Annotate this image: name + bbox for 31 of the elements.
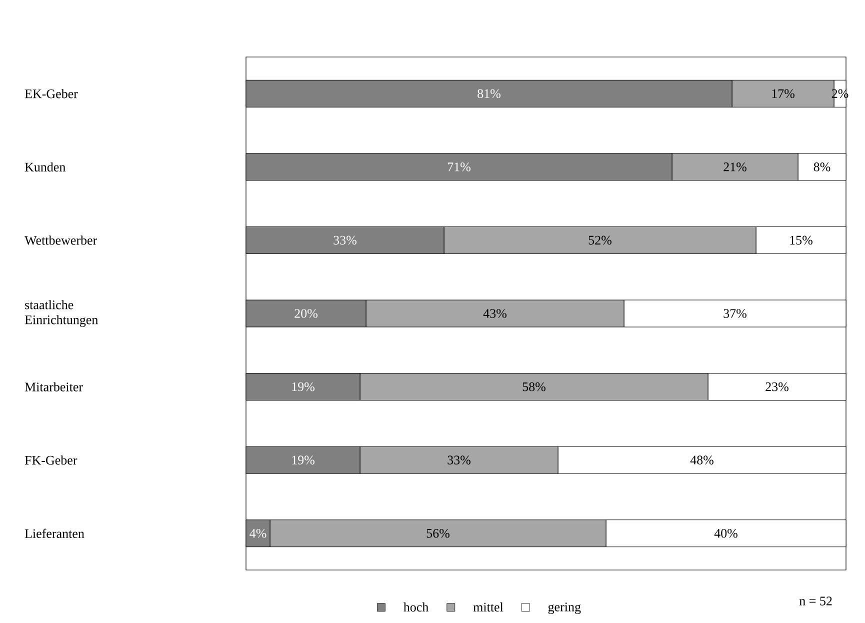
data-label: 43% bbox=[483, 309, 506, 318]
data-label: 17% bbox=[772, 89, 794, 98]
data-label: 58% bbox=[522, 382, 546, 392]
data-label: 33% bbox=[448, 456, 470, 464]
text: n = 52 bbox=[799, 596, 832, 606]
data-label: 56% bbox=[426, 528, 450, 538]
y-tick-label: Kunden bbox=[24, 162, 66, 172]
y-tick-label: EK-Geber bbox=[24, 89, 78, 98]
data-label: 23% bbox=[766, 382, 788, 392]
data-label: 19% bbox=[292, 382, 314, 392]
legend-label: mittel bbox=[473, 602, 504, 612]
y-tick-label: staatliche Einrichtungen bbox=[24, 300, 98, 327]
data-label: 19% bbox=[292, 456, 314, 464]
data-label: 40% bbox=[714, 528, 738, 538]
data-label: 71% bbox=[448, 162, 470, 172]
legend-label: hoch bbox=[404, 602, 429, 612]
data-label: 15% bbox=[790, 236, 812, 245]
y-tick-label: Wettbewerber bbox=[24, 236, 98, 245]
data-label: 33% bbox=[334, 236, 356, 245]
data-label: 48% bbox=[690, 456, 714, 464]
data-label: 20% bbox=[294, 309, 318, 318]
data-label: 4% bbox=[250, 528, 266, 538]
legend-label: gering bbox=[548, 602, 581, 614]
y-tick-label: FK-Geber bbox=[24, 455, 78, 465]
data-label: 8% bbox=[814, 162, 830, 172]
data-label: 81% bbox=[478, 89, 500, 98]
data-label: 52% bbox=[588, 236, 612, 245]
y-tick-label: Lieferanten bbox=[24, 528, 84, 538]
data-label: 37% bbox=[724, 309, 746, 318]
data-label: 21% bbox=[724, 162, 746, 172]
y-tick-label: Mitarbeiter bbox=[24, 382, 83, 392]
